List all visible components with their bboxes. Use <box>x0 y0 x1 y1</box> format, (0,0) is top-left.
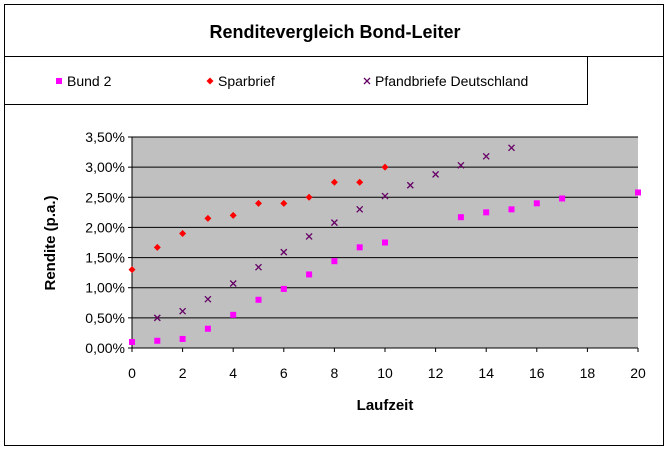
point-bund-2 <box>154 337 161 344</box>
point-bund-2 <box>129 338 135 345</box>
y-tick-label: 2,50% <box>85 189 125 205</box>
point-bund-2 <box>204 325 211 332</box>
point-pfandbriefe-deutschland <box>330 219 338 227</box>
point-bund-2 <box>306 271 313 278</box>
point-bund-2 <box>280 285 287 292</box>
legend-label-bund-2: Bund 2 <box>67 73 112 89</box>
point-sparbrief <box>128 266 136 274</box>
y-tick-label: 1,50% <box>85 250 125 266</box>
point-bund-2 <box>533 200 540 207</box>
x-tick-label: 16 <box>529 365 545 381</box>
y-tick-label: 3,00% <box>85 159 125 175</box>
point-pfandbriefe-deutschland <box>229 280 237 287</box>
point-bund-2 <box>457 214 464 221</box>
chart-title: Renditevergleich Bond-Leiter <box>209 22 460 42</box>
y-tick-label: 2,00% <box>85 219 125 235</box>
x-tick-label: 4 <box>229 365 237 381</box>
point-pfandbriefe-deutschland <box>457 161 465 169</box>
y-axis-label: Rendite (p.a.) <box>42 195 59 290</box>
point-pfandbriefe-deutschland <box>381 192 389 200</box>
y-tick-label: 0,50% <box>85 310 125 326</box>
point-pfandbriefe-deutschland <box>508 144 515 152</box>
point-pfandbriefe-deutschland <box>482 152 490 160</box>
data-points <box>128 144 641 345</box>
point-pfandbriefe-deutschland <box>255 263 262 271</box>
y-tick-label: 0,00% <box>85 340 125 356</box>
x-tick-label: 18 <box>580 365 596 381</box>
point-pfandbriefe-deutschland <box>356 205 364 213</box>
legend-marker-bund-2 <box>56 78 62 84</box>
legend: Bund 2 Sparbrief Pfandbriefe Deutschland <box>56 73 528 89</box>
point-sparbrief <box>305 193 313 201</box>
point-pfandbriefe-deutschland <box>179 307 187 315</box>
point-bund-2 <box>508 206 515 213</box>
legend-label-pfandbriefe-deutschland: Pfandbriefe Deutschland <box>375 73 528 89</box>
point-bund-2 <box>483 209 490 216</box>
y-tick-label: 3,50% <box>85 129 125 145</box>
point-pfandbriefe-deutschland <box>153 314 161 322</box>
point-bund-2 <box>635 189 641 196</box>
point-sparbrief <box>280 199 288 207</box>
point-pfandbriefe-deutschland <box>305 233 313 240</box>
point-sparbrief <box>330 178 338 186</box>
point-bund-2 <box>559 195 566 202</box>
point-bund-2 <box>179 335 186 342</box>
point-bund-2 <box>255 296 262 303</box>
point-pfandbriefe-deutschland <box>204 295 212 303</box>
y-tick-label: 1,00% <box>85 280 125 296</box>
point-sparbrief <box>356 178 364 186</box>
x-tick-label: 8 <box>331 365 339 381</box>
x-tick-label: 14 <box>478 365 494 381</box>
legend-marker-pfandbriefe-deutschland <box>363 77 371 85</box>
point-sparbrief <box>204 214 212 222</box>
legend-box <box>4 56 588 105</box>
point-pfandbriefe-deutschland <box>280 248 288 256</box>
point-bund-2 <box>356 244 363 251</box>
x-tick-label: 2 <box>179 365 187 381</box>
point-pfandbriefe-deutschland <box>432 170 440 178</box>
point-sparbrief <box>229 211 237 219</box>
x-axis-label: Laufzeit <box>357 397 414 414</box>
x-tick-label: 6 <box>280 365 288 381</box>
legend-marker-sparbrief <box>206 77 214 85</box>
point-bund-2 <box>382 239 388 246</box>
point-pfandbriefe-deutschland <box>406 181 414 189</box>
title-box <box>4 4 664 57</box>
y-axis-ticks: 0,00% 0,50% 1,00% 1,50% 2,00% 2,50% 3,00% 3,50% <box>85 129 132 356</box>
point-bund-2 <box>230 311 237 318</box>
x-tick-label: 12 <box>428 365 444 381</box>
point-bund-2 <box>331 258 338 265</box>
x-tick-label: 10 <box>377 365 393 381</box>
x-tick-label: 20 <box>630 365 646 381</box>
legend-label-sparbrief: Sparbrief <box>218 73 275 89</box>
point-sparbrief <box>153 243 161 251</box>
point-sparbrief <box>255 199 262 207</box>
point-sparbrief <box>179 229 187 237</box>
x-tick-label: 0 <box>128 365 136 381</box>
x-axis-ticks: 0 2 4 6 8 10 12 14 16 18 20 <box>128 348 646 381</box>
point-sparbrief <box>381 163 389 171</box>
